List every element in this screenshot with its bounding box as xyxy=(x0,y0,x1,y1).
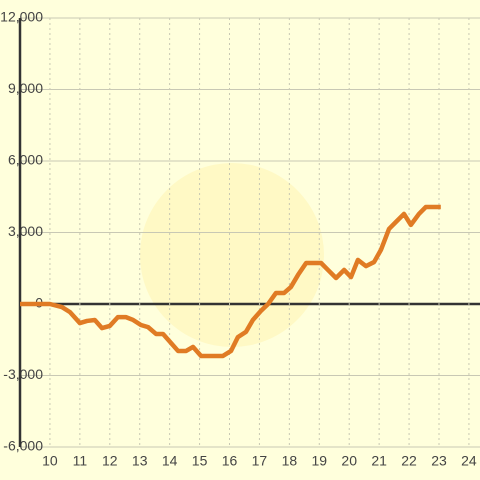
x-tick-label: 20 xyxy=(341,453,357,469)
y-tick-label: 12,000 xyxy=(0,9,43,25)
y-tick-label: 6,000 xyxy=(8,152,43,168)
x-tick-label: 16 xyxy=(222,453,238,469)
x-tick-label: 22 xyxy=(401,453,417,469)
x-tick-label: 18 xyxy=(282,453,298,469)
x-tick-label: 21 xyxy=(371,453,387,469)
x-tick-label: 15 xyxy=(192,453,208,469)
y-tick-label: 9,000 xyxy=(8,80,43,96)
x-tick-label: 10 xyxy=(42,453,58,469)
x-tick-label: 23 xyxy=(431,453,447,469)
watermark xyxy=(140,163,324,347)
x-tick-label: 11 xyxy=(73,453,88,469)
x-tick-label: 14 xyxy=(162,453,178,469)
x-tick-label: 24 xyxy=(461,453,477,469)
series-line xyxy=(20,204,441,359)
y-tick-label: -3,000 xyxy=(3,366,43,382)
y-tick-label: -6,000 xyxy=(3,438,43,454)
x-tick-label: 13 xyxy=(132,453,148,469)
x-tick-label: 19 xyxy=(311,453,327,469)
x-tick-label: 17 xyxy=(252,453,268,469)
y-tick-label: 3,000 xyxy=(8,223,43,239)
x-tick-label: 12 xyxy=(102,453,118,469)
